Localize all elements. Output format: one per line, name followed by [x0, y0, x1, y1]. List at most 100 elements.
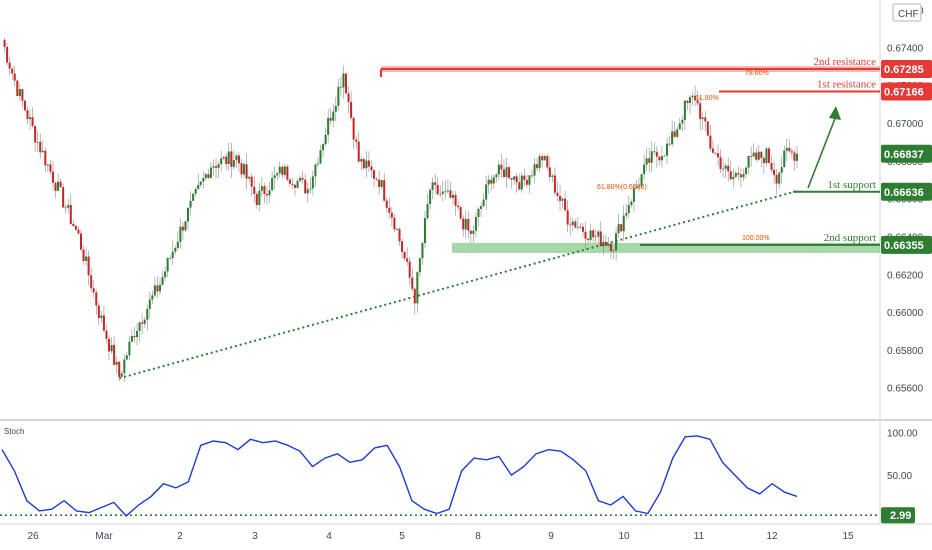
candle-body	[258, 190, 261, 205]
candle-body	[370, 166, 373, 171]
candle-body	[332, 111, 335, 121]
candle-body	[620, 224, 623, 232]
candle-body	[645, 158, 648, 165]
candle-body	[436, 184, 439, 195]
candle-body	[762, 157, 765, 164]
candle-body	[668, 143, 671, 145]
stoch-pane[interactable]	[0, 422, 880, 524]
candle-body	[518, 182, 521, 190]
fib-label-r1: 61.80%	[695, 95, 719, 102]
level-label: 1st support	[827, 179, 876, 191]
candle-body	[622, 215, 625, 232]
candle-body	[398, 229, 401, 242]
candle-body	[604, 241, 607, 246]
candle-body	[589, 230, 592, 241]
candle-body	[156, 285, 159, 292]
candle-body	[477, 208, 480, 218]
candle-body	[701, 117, 704, 120]
price-pane[interactable]	[0, 0, 880, 418]
candle-body	[268, 190, 271, 196]
candle-body	[215, 166, 218, 168]
candle-body	[439, 193, 442, 195]
candle-body	[220, 158, 223, 165]
candle-body	[161, 277, 164, 285]
fib-label-s2: 100.00%	[742, 235, 770, 242]
currency-box[interactable]	[892, 3, 922, 22]
candle-body	[490, 179, 493, 184]
candle-body	[678, 123, 681, 130]
time-tick-label: 12	[766, 531, 778, 542]
candle-body	[202, 178, 205, 182]
candle-body	[599, 231, 602, 246]
level-price-text: 0.67285	[884, 64, 924, 76]
candle-body	[283, 166, 286, 175]
candle-body	[82, 249, 85, 261]
candle-body	[413, 288, 416, 304]
candle-body	[760, 151, 763, 158]
candle-body	[734, 173, 737, 177]
candle-body	[643, 164, 646, 175]
candle-body	[739, 174, 742, 178]
candle-body	[133, 335, 136, 338]
candle-body	[683, 100, 686, 120]
candle-body	[34, 125, 37, 143]
candle-body	[44, 150, 47, 166]
candle-body	[464, 218, 467, 230]
candle-body	[602, 241, 605, 246]
candle-body	[301, 177, 304, 180]
candle-body	[609, 243, 613, 252]
candle-body	[653, 151, 656, 153]
candle-body	[90, 275, 93, 289]
candle-body	[523, 175, 526, 180]
price-tick-label: 0.66200	[887, 270, 924, 281]
candle-body	[541, 156, 544, 161]
candle-body	[16, 80, 19, 97]
candle-body	[49, 164, 52, 172]
candle-body	[548, 167, 551, 177]
candle-body	[403, 251, 406, 259]
candle-body	[716, 153, 720, 158]
candle-body	[148, 299, 151, 309]
candle-body	[451, 194, 455, 198]
fib-label-s1: 61.80%(0.6666)	[597, 184, 647, 191]
stoch-tick-label: 100.00	[887, 429, 918, 440]
candle-body	[704, 117, 707, 122]
candle-body	[709, 135, 712, 149]
candle-body	[378, 179, 381, 187]
candle-body	[64, 207, 67, 209]
candle-body	[615, 233, 618, 251]
candle-body	[722, 168, 725, 170]
time-tick-label: Mar	[95, 531, 113, 542]
candle-body	[790, 151, 793, 153]
candle-body	[166, 258, 169, 272]
candle-body	[184, 221, 187, 231]
time-tick-label: 9	[548, 531, 554, 542]
candle-body	[584, 231, 587, 239]
time-tick-label: 5	[399, 531, 405, 542]
candlestick-series	[3, 38, 799, 382]
candle-body	[235, 155, 238, 161]
candle-body	[319, 150, 322, 164]
candle-body	[21, 89, 24, 101]
candle-body	[408, 261, 411, 278]
candle-body	[189, 200, 192, 208]
candle-body	[192, 193, 195, 201]
time-tick-label: 3	[252, 531, 258, 542]
candle-body	[441, 191, 444, 194]
ascending-trendline	[118, 190, 798, 380]
candle-body	[67, 205, 70, 208]
candle-body	[676, 129, 679, 137]
candle-body	[745, 167, 748, 174]
candle-body	[74, 225, 77, 230]
candle-body	[576, 226, 579, 228]
candle-body	[383, 180, 386, 201]
level-price-badge	[881, 182, 932, 201]
time-tick-label: 10	[618, 531, 630, 542]
candle-body	[536, 164, 539, 169]
candle-body	[29, 117, 32, 120]
candle-body	[13, 73, 16, 81]
candle-body	[54, 182, 57, 191]
candle-body	[686, 100, 689, 103]
candle-body	[742, 173, 745, 178]
candle-body	[227, 151, 230, 164]
